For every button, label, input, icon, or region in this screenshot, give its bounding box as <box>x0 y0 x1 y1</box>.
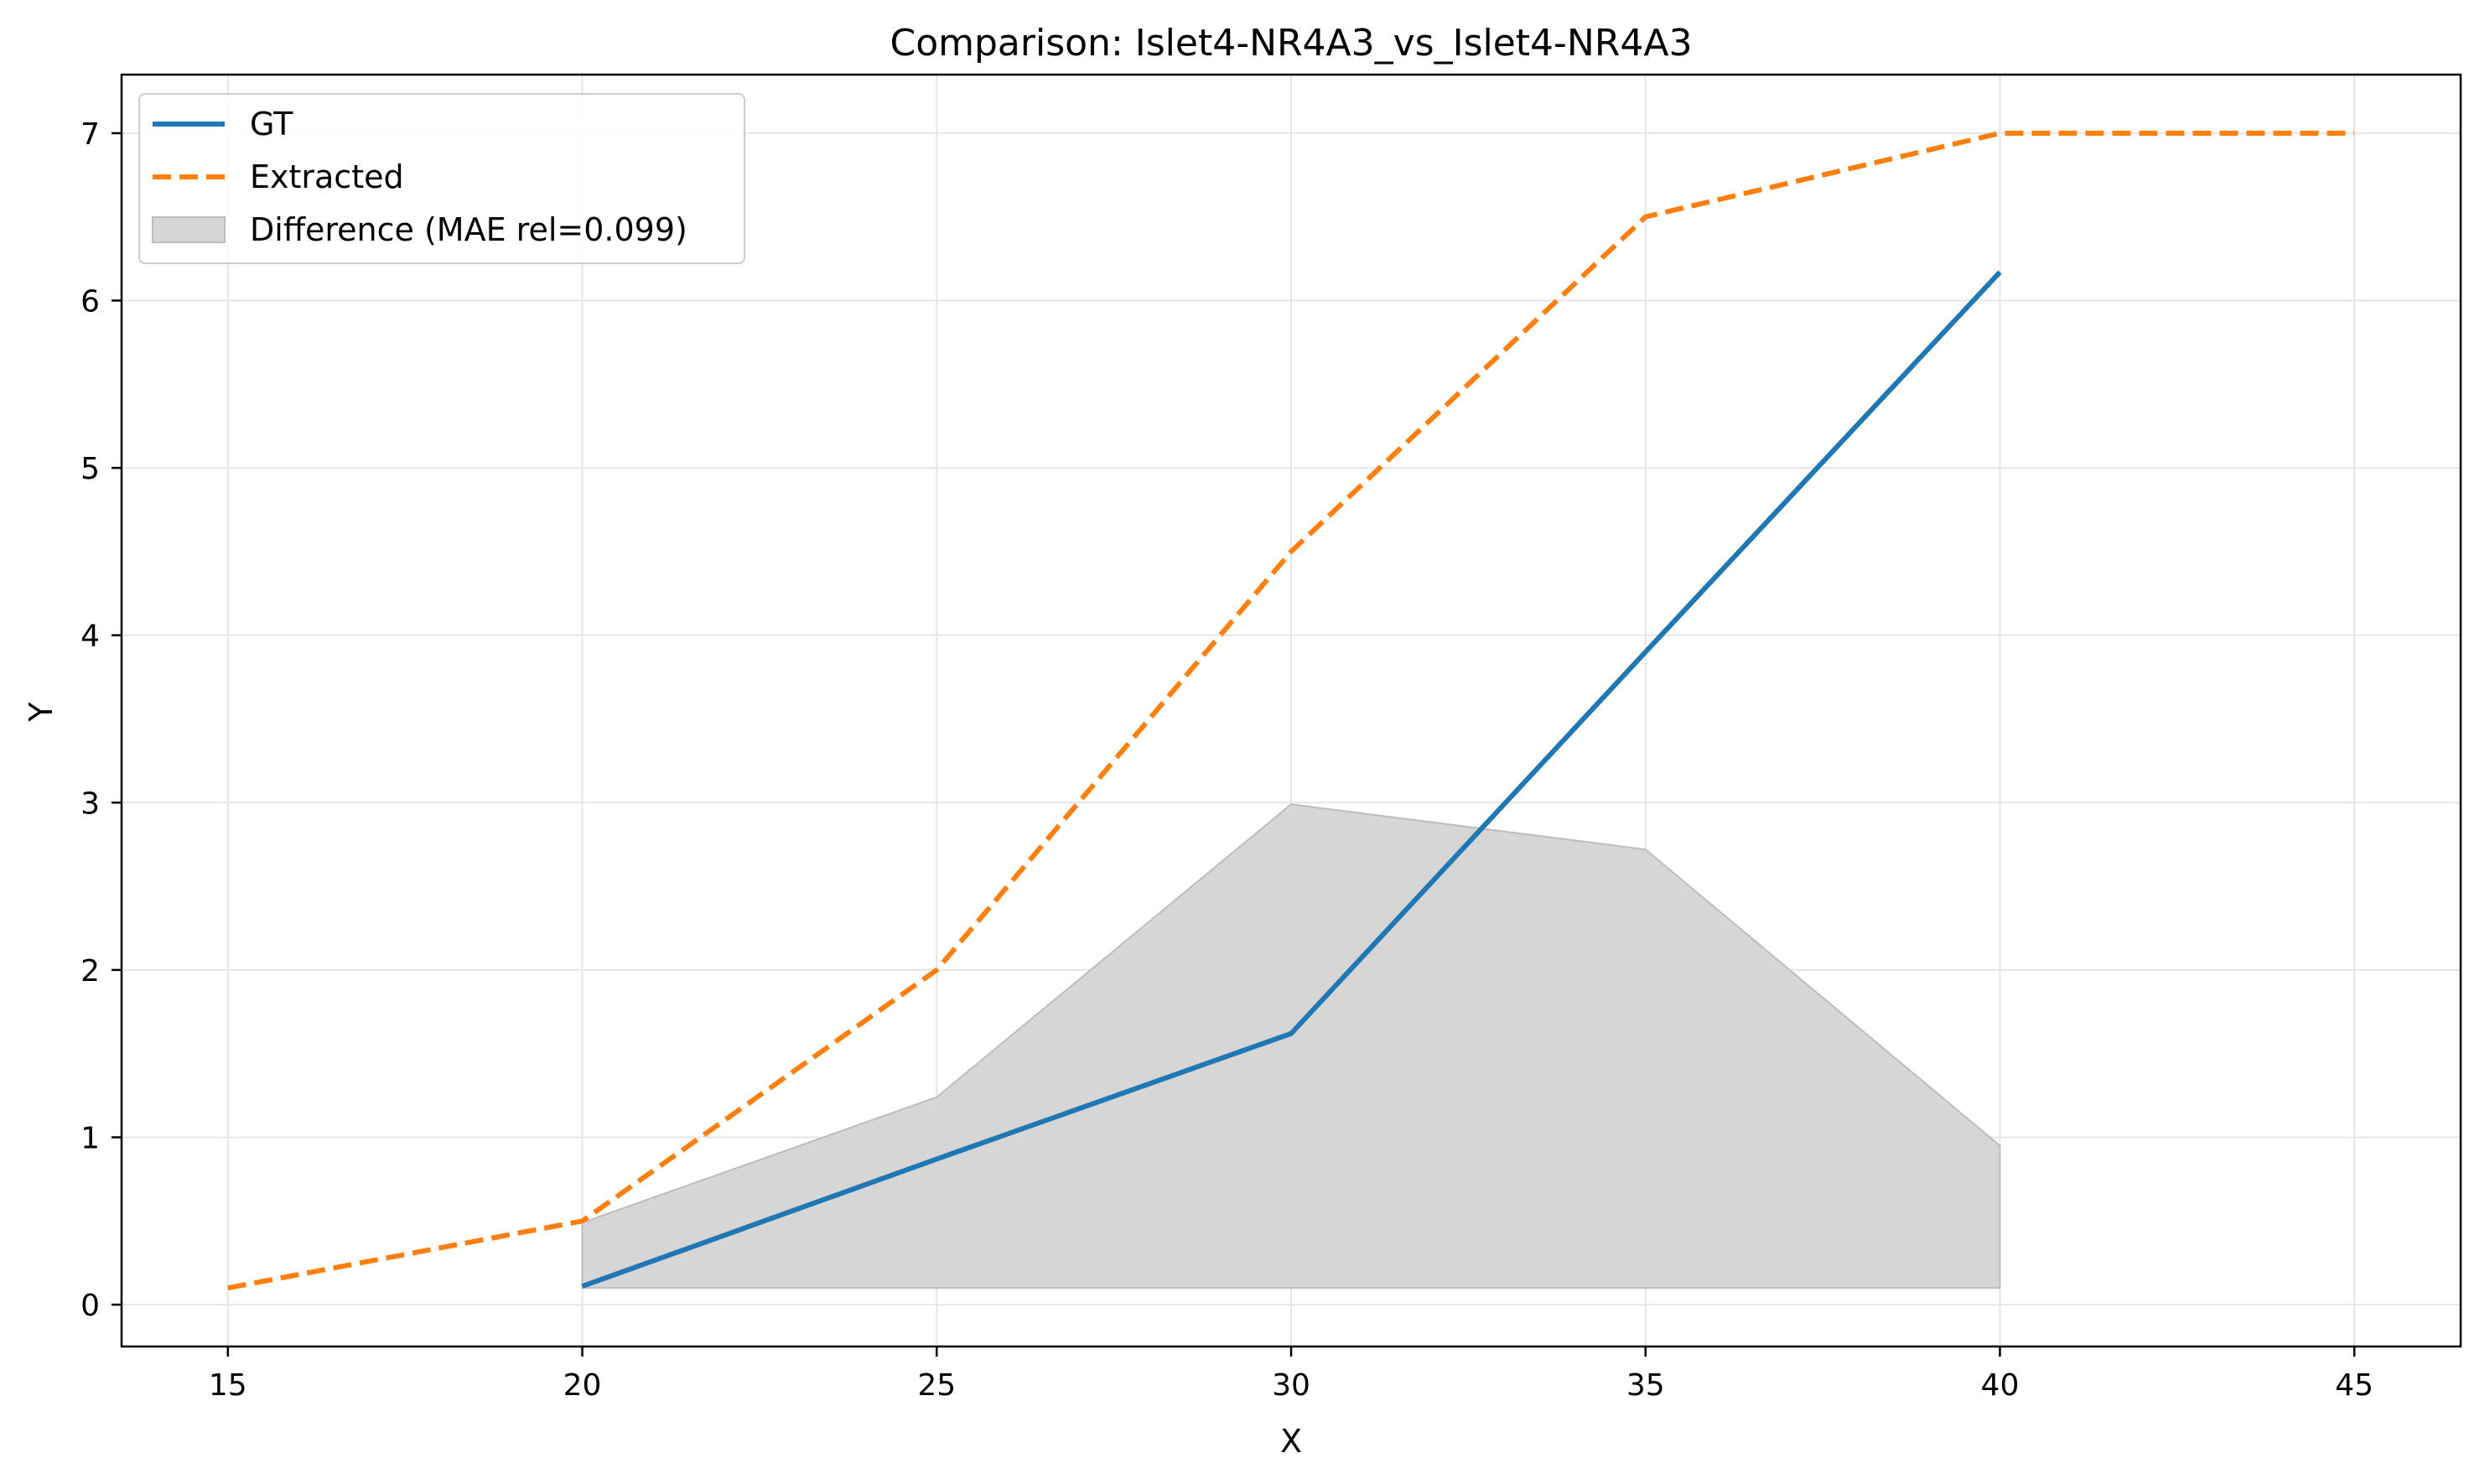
series-line-gt <box>581 270 2002 1289</box>
y-tick-label: 7 <box>80 117 100 152</box>
y-tick-label: 6 <box>80 284 100 319</box>
legend-label: Extracted <box>250 158 404 195</box>
y-tick-label: 3 <box>80 786 100 821</box>
difference-area-layer <box>581 803 2001 1289</box>
series-line-extracted <box>227 130 2355 1291</box>
x-tick-label: 15 <box>209 1368 247 1403</box>
x-tick-label: 30 <box>1272 1368 1310 1403</box>
legend-label: Difference (MAE rel=0.099) <box>250 211 687 248</box>
legend: GT Extracted Difference (MAE rel=0.099) <box>138 93 745 264</box>
grid-lines <box>122 75 2461 1346</box>
y-axis-label: Y <box>23 702 60 723</box>
series-lines <box>227 130 2355 1291</box>
y-tick-label: 1 <box>80 1121 100 1155</box>
x-tick-label: 35 <box>1626 1368 1665 1403</box>
x-tick-label: 40 <box>1981 1368 2020 1403</box>
y-tick-label: 5 <box>80 452 100 486</box>
x-tick-label: 45 <box>2335 1368 2373 1403</box>
chart-title: Comparison: Islet4-NR4A3_vs_Islet4-NR4A3 <box>890 22 1693 65</box>
legend-box <box>138 93 745 264</box>
legend-label: GT <box>250 106 293 143</box>
y-tick-label: 0 <box>80 1289 100 1323</box>
legend-swatch-difference <box>152 216 226 243</box>
difference-area <box>581 803 2001 1289</box>
y-tick-label: 4 <box>80 620 100 654</box>
x-tick-label: 20 <box>563 1368 602 1403</box>
y-tick-label: 2 <box>80 954 100 988</box>
x-tick-label: 25 <box>917 1368 956 1403</box>
x-axis-label: X <box>1280 1423 1302 1460</box>
